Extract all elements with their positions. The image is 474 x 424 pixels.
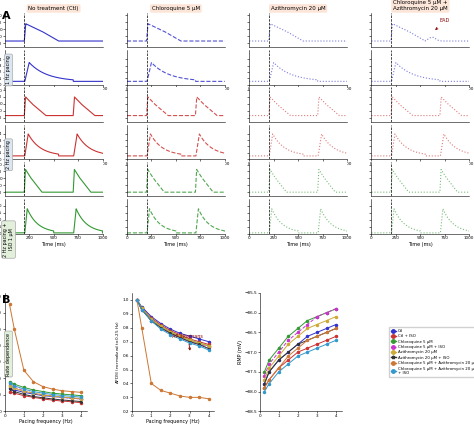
Text: B: B bbox=[2, 295, 11, 305]
Title: Azithromycin 20 μM: Azithromycin 20 μM bbox=[271, 6, 326, 11]
X-axis label: Pacing frequency (Hz): Pacing frequency (Hz) bbox=[19, 419, 73, 424]
Text: 2 Hz pacing +
ISO 1 μM: 2 Hz pacing + ISO 1 μM bbox=[3, 222, 14, 257]
Title: No treatment (Ctl): No treatment (Ctl) bbox=[28, 6, 79, 11]
Y-axis label: APD$_{90}$ (normalized to 0.25 Hz): APD$_{90}$ (normalized to 0.25 Hz) bbox=[114, 320, 121, 384]
Text: Rate dependence: Rate dependence bbox=[6, 332, 11, 376]
X-axis label: Time (ms): Time (ms) bbox=[286, 242, 310, 247]
X-axis label: Time (ms): Time (ms) bbox=[41, 242, 66, 247]
Text: EAD: EAD bbox=[436, 18, 450, 30]
Title: Chloroquine 5 μM +
Azithromycin 20 μM: Chloroquine 5 μM + Azithromycin 20 μM bbox=[393, 0, 447, 11]
Y-axis label: RMP (mV): RMP (mV) bbox=[238, 340, 243, 364]
Text: A: A bbox=[2, 11, 11, 21]
X-axis label: Pacing frequency (Hz): Pacing frequency (Hz) bbox=[146, 419, 200, 424]
Text: AP alternans: AP alternans bbox=[173, 334, 203, 350]
Text: 1 Hz pacing: 1 Hz pacing bbox=[6, 56, 11, 84]
Text: 2 Hz pacing: 2 Hz pacing bbox=[6, 140, 11, 169]
X-axis label: Time (ms): Time (ms) bbox=[408, 242, 433, 247]
X-axis label: Time (ms): Time (ms) bbox=[164, 242, 188, 247]
Legend: Ctl, Ctl + ISO, Chloroquine 5 μM, Chloroquine 5 μM + ISO, Azithromycin 20 μM, Az: Ctl, Ctl + ISO, Chloroquine 5 μM, Chloro… bbox=[389, 327, 474, 377]
Title: Chloroquine 5 μM: Chloroquine 5 μM bbox=[152, 6, 200, 11]
